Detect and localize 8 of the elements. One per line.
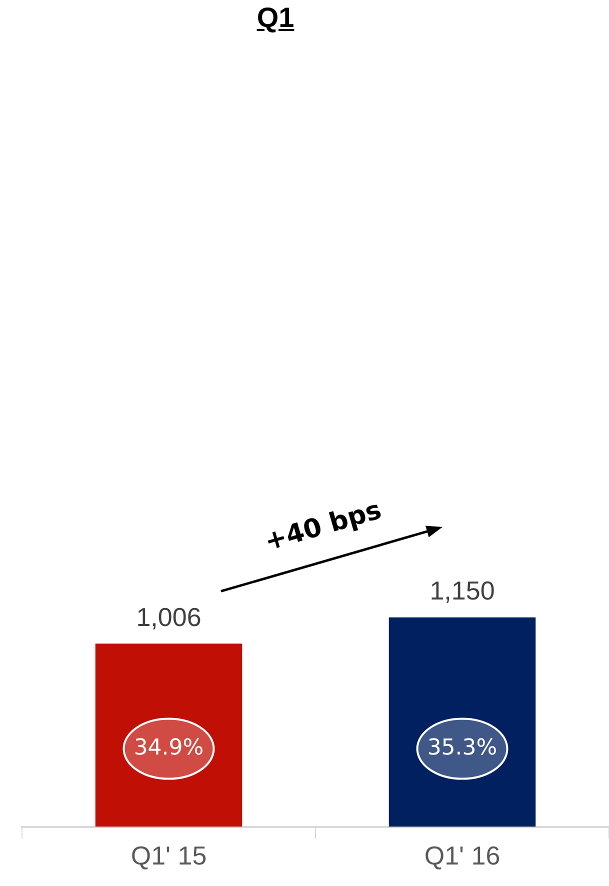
- x-tick-label: Q1' 15: [130, 840, 207, 871]
- text: +40 bps: [262, 495, 385, 558]
- data-label: 1,006: [136, 602, 202, 632]
- data-label: 1,150: [430, 576, 495, 606]
- chart-title: Q1: [256, 2, 296, 34]
- annotation: 34.9%: [134, 736, 204, 761]
- x-tick-label: Q1' 16: [424, 840, 500, 871]
- annotation: 35.3%: [427, 736, 498, 761]
